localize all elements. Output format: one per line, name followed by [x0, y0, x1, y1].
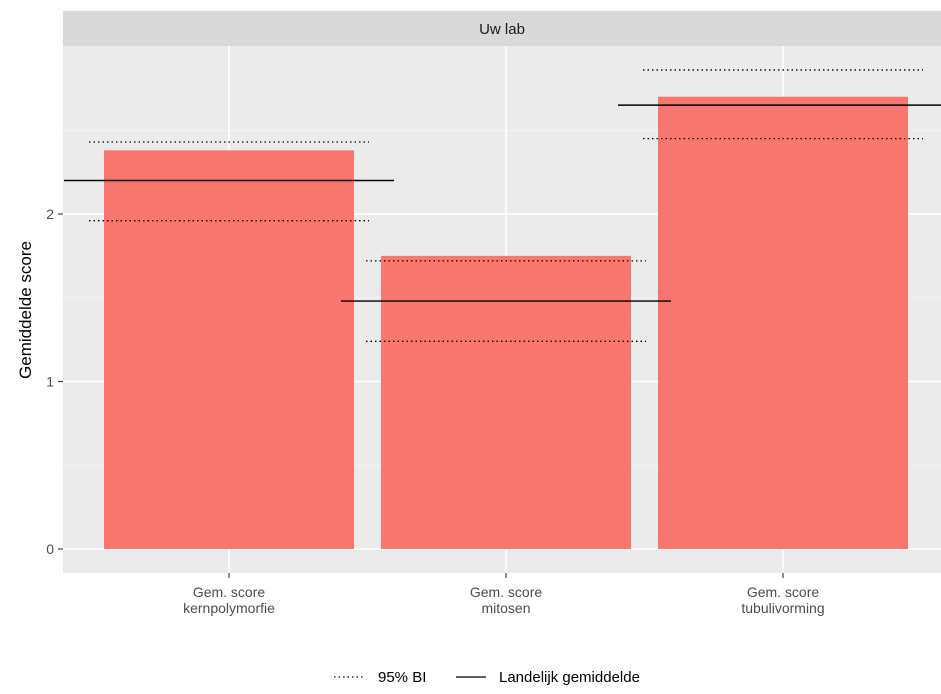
x-tick-label: Gem. score tubulivorming [741, 584, 824, 616]
bars [104, 96, 908, 549]
y-axis-title: Gemiddelde score [16, 241, 35, 379]
facet-strip [63, 11, 941, 46]
y-axis: 0 1 2 [46, 206, 63, 557]
y-tick-label: 1 [46, 374, 54, 390]
legend-label-mean: Landelijk gemiddelde [499, 669, 640, 686]
bar [104, 150, 354, 549]
x-tick-label-line: tubulivorming [741, 600, 824, 616]
x-tick-label: Gem. score mitosen [470, 584, 543, 616]
y-tick-label: 2 [46, 206, 54, 222]
bar [381, 255, 631, 549]
bar [658, 96, 908, 549]
x-tick-label-line: Gem. score [470, 584, 543, 600]
x-tick-label-line: Gem. score [193, 584, 266, 600]
x-tick-label-line: Gem. score [747, 584, 820, 600]
legend-label-ci: 95% BI [378, 669, 426, 686]
x-tick-label-line: kernpolymorfie [183, 600, 275, 616]
x-tick-label-line: mitosen [481, 600, 530, 616]
reference-lines [64, 69, 941, 342]
y-tick-label: 0 [46, 541, 54, 557]
x-tick-label: Gem. score kernpolymorfie [183, 584, 275, 616]
legend: 95% BI Landelijk gemiddelde [334, 669, 640, 686]
facet-strip-label: Uw lab [479, 21, 525, 38]
